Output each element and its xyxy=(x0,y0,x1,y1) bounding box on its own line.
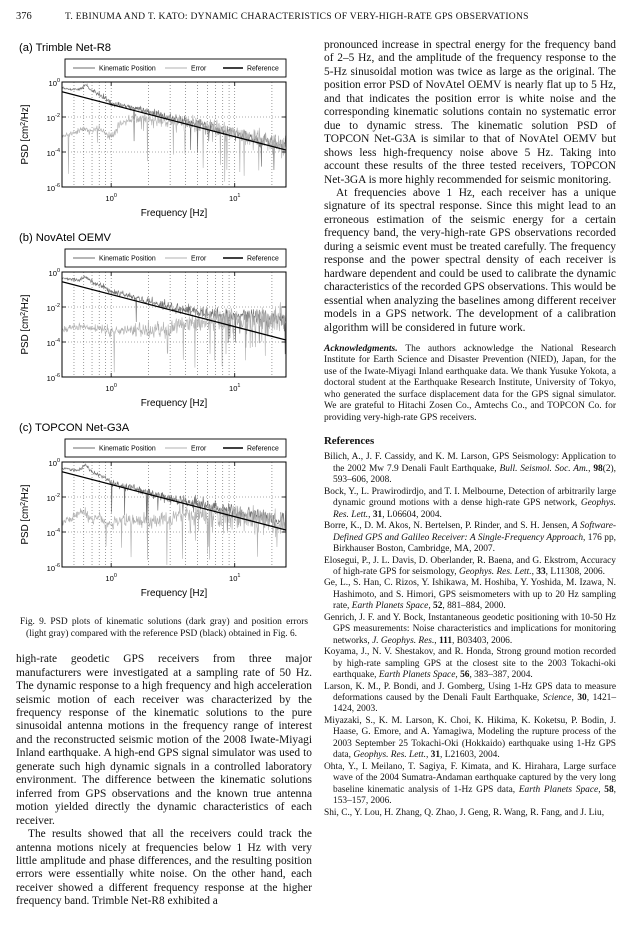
psd-chart-b: (b) NovAtel OEMV 100 10-2 10-4 10-6 100 101 Fre… xyxy=(19,232,287,409)
reference-item: Bock, Y., L. Prawirodirdjo, and T. I. Me… xyxy=(324,486,616,520)
y-axis-label: PSD [cm2/Hz] xyxy=(20,294,31,354)
paragraph: pronounced increase in spectral energy f… xyxy=(324,39,616,186)
legend: Kinematic Position Error Reference xyxy=(64,438,287,458)
reference-item: Miyazaki, S., K. M. Larson, K. Choi, K. … xyxy=(324,715,616,761)
series-group xyxy=(62,463,286,566)
error-line xyxy=(62,500,286,566)
grid xyxy=(62,82,286,187)
x-axis-label: Frequency [Hz] xyxy=(141,208,208,219)
legend-label: Reference xyxy=(247,256,279,263)
two-column-body: (a) Trimble Net-R8 100 10-2 10-4 10-6 100 101 F… xyxy=(16,39,616,909)
error-line xyxy=(62,111,286,182)
tick-label: 10-4 xyxy=(47,528,60,538)
legend-label: Error xyxy=(191,66,207,73)
reference-item: Bilich, A., J. F. Cassidy, and K. M. Lar… xyxy=(324,452,617,486)
tick-labels: 100 10-2 10-4 10-6 100 101 xyxy=(47,268,241,393)
page-header: 376 T. EBINUMA AND T. KATO: DYNAMIC CHAR… xyxy=(16,10,616,24)
reference-item: Ge, L., S. Han, C. Rizos, Y. Ishikawa, M… xyxy=(324,578,616,612)
legend-label: Reference xyxy=(247,66,279,73)
figure-caption: Fig. 9. PSD plots of kinematic solutions… xyxy=(20,617,308,639)
tick-label: 100 xyxy=(105,193,117,203)
acknowledgments-label: Acknowledgments. xyxy=(324,343,406,354)
tick-label: 100 xyxy=(49,458,61,468)
y-axis-label: PSD [cm2/Hz] xyxy=(20,104,31,164)
reference-item: Genrich, J. F. and Y. Bock, Instantaneou… xyxy=(324,612,616,646)
x-axis-label: Frequency [Hz] xyxy=(141,588,208,599)
paragraph: high-rate geodetic GPS receivers from th… xyxy=(16,653,312,827)
legend-label: Kinematic Position xyxy=(99,66,156,73)
reference-item: Ohta, Y., I. Meilano, T. Sagiya, F. Kima… xyxy=(324,761,616,807)
error-line xyxy=(62,302,286,373)
reference-line xyxy=(62,471,286,531)
paragraph: At frequencies above 1 Hz, each receiver… xyxy=(324,186,616,334)
tick-label: 10-6 xyxy=(47,563,60,573)
grid xyxy=(62,272,286,377)
paragraph: The results showed that all the receiver… xyxy=(16,828,312,908)
left-column: (a) Trimble Net-R8 100 10-2 10-4 10-6 100 101 F… xyxy=(16,39,312,909)
series-group xyxy=(62,275,286,373)
figure-panels: (a) Trimble Net-R8 100 10-2 10-4 10-6 100 101 F… xyxy=(16,39,312,609)
panel-title: (c) TOPCON Net-G3A xyxy=(19,422,130,434)
references-heading: References xyxy=(324,435,375,448)
tick-label: 100 xyxy=(105,383,117,393)
reference-item: Koyama, J., N. V. Shestakov, and R. Hond… xyxy=(324,647,616,681)
reference-item: Borre, K., D. M. Akos, N. Bertelsen, P. … xyxy=(324,521,617,555)
tick-label: 100 xyxy=(49,268,61,278)
tick-labels: 100 10-2 10-4 10-6 100 101 xyxy=(47,458,241,583)
acknowledgments: Acknowledgments. The authors acknowledge… xyxy=(324,344,616,425)
references-list: Bilich, A., J. F. Cassidy, and K. M. Lar… xyxy=(324,452,616,819)
legend-label: Kinematic Position xyxy=(99,256,156,263)
x-axis-label: Frequency [Hz] xyxy=(141,398,208,409)
axes xyxy=(61,81,287,188)
tick-label: 100 xyxy=(105,573,117,583)
tick-labels: 100 10-2 10-4 10-6 100 101 xyxy=(47,78,241,203)
grid xyxy=(62,462,286,567)
reference-line xyxy=(62,91,286,151)
panel-title: (b) NovAtel OEMV xyxy=(19,232,112,244)
panel-title: (a) Trimble Net-R8 xyxy=(19,42,111,54)
axes xyxy=(61,271,287,378)
legend: Kinematic Position Error Reference xyxy=(64,248,287,268)
tick-label: 10-6 xyxy=(47,373,60,383)
reference-item: Shi, C., Y. Lou, H. Zhang, Q. Zhao, J. G… xyxy=(324,807,605,818)
legend-label: Error xyxy=(191,446,207,453)
tick-label: 101 xyxy=(229,383,241,393)
kinematic-position-line xyxy=(62,83,286,171)
y-axis-label: PSD [cm2/Hz] xyxy=(20,484,31,544)
tick-label: 101 xyxy=(229,573,241,583)
page-inner: 376 T. EBINUMA AND T. KATO: DYNAMIC CHAR… xyxy=(16,10,616,909)
tick-label: 101 xyxy=(229,193,241,203)
axes xyxy=(61,461,287,568)
figure-9: (a) Trimble Net-R8 100 10-2 10-4 10-6 100 101 F… xyxy=(16,39,312,640)
left-column-text: high-rate geodetic GPS receivers from th… xyxy=(16,653,312,909)
tick-label: 10-2 xyxy=(47,493,60,503)
tick-label: 10-4 xyxy=(47,338,60,348)
tick-label: 10-6 xyxy=(47,183,60,193)
tick-label: 10-2 xyxy=(47,113,60,123)
series-group xyxy=(62,83,286,182)
legend-label: Error xyxy=(191,256,207,263)
right-column-text: pronounced increase in spectral energy f… xyxy=(324,39,616,335)
acknowledgments-text: The authors acknowledge the National Res… xyxy=(324,343,616,423)
legend-label: Reference xyxy=(247,446,279,453)
page-number: 376 xyxy=(16,11,32,22)
reference-item: Elosegui, P., J. L. Davis, D. Oberlander… xyxy=(324,555,616,577)
tick-label: 100 xyxy=(49,78,61,88)
tick-label: 10-4 xyxy=(47,148,60,158)
psd-chart-a: (a) Trimble Net-R8 100 10-2 10-4 10-6 100 101 F… xyxy=(19,42,287,219)
psd-chart-c: (c) TOPCON Net-G3A 100 10-2 10-4 10-6 100 101 F… xyxy=(19,422,287,599)
legend-label: Kinematic Position xyxy=(99,446,156,453)
running-title: T. EBINUMA AND T. KATO: DYNAMIC CHARACTE… xyxy=(65,11,529,22)
tick-label: 10-2 xyxy=(47,303,60,313)
reference-item: Larson, K. M., P. Bondi, and J. Gomberg,… xyxy=(324,681,616,715)
legend: Kinematic Position Error Reference xyxy=(64,58,287,78)
kinematic-position-line xyxy=(62,463,286,532)
right-column: pronounced increase in spectral energy f… xyxy=(324,39,616,909)
reference-line xyxy=(62,281,286,341)
